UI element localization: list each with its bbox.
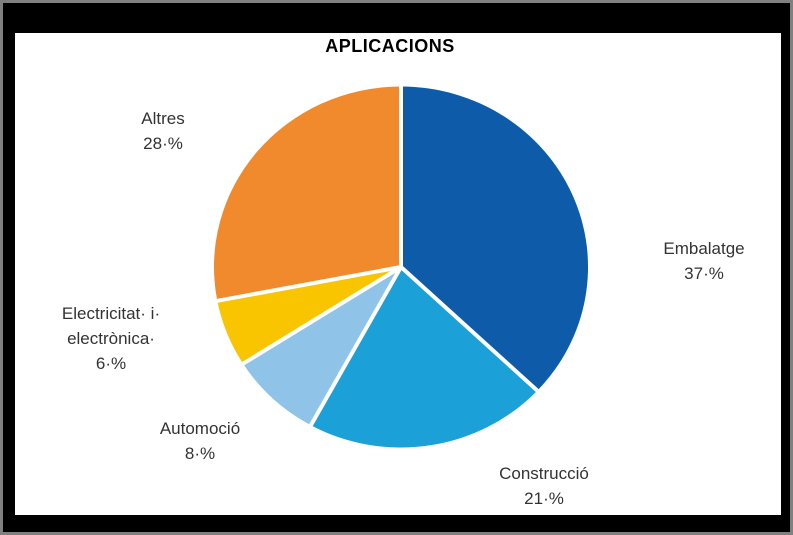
slice-separator <box>399 265 539 393</box>
pie-chart <box>213 86 589 448</box>
pie-slice-electricitat <box>217 267 401 364</box>
slice-value: 8·% <box>184 444 216 463</box>
callout-construccio: Construcció 21·% <box>464 461 624 511</box>
pie-slice-altres <box>213 86 401 301</box>
slice-label: Electricitat· i· <box>61 304 161 323</box>
slice-label: Automoció <box>159 419 241 438</box>
pie-slice-construccio <box>310 267 538 448</box>
picture-frame: APLICACIONS Altres 28·% Embalatge 37·% E… <box>3 3 790 532</box>
slice-value: 28·% <box>143 134 183 153</box>
chart-title: APLICACIONS <box>325 36 455 56</box>
slice-label: Altres <box>141 109 185 128</box>
slice-separator <box>242 265 403 366</box>
slice-label: Construcció <box>499 464 589 483</box>
callout-automocio: Automoció 8·% <box>120 416 280 466</box>
slice-value: 6·% <box>95 354 127 373</box>
slice-separator <box>216 265 402 303</box>
chart-canvas: APLICACIONS Altres 28·% Embalatge 37·% E… <box>15 33 781 515</box>
pie-slice-automocio <box>243 267 401 426</box>
pie-slice-embalatge <box>401 86 589 391</box>
slice-label: Embalatge <box>663 239 745 258</box>
slice-label: electrònica· <box>67 329 155 348</box>
callout-embalatge: Embalatge 37·% <box>629 236 779 286</box>
slice-value: 37·% <box>684 264 724 283</box>
callout-altres: Altres 28·% <box>83 106 243 156</box>
slice-value: 21·% <box>524 489 564 508</box>
callout-electricitat: Electricitat· i· electrònica· 6·% <box>21 301 201 376</box>
slice-separator <box>309 266 403 427</box>
